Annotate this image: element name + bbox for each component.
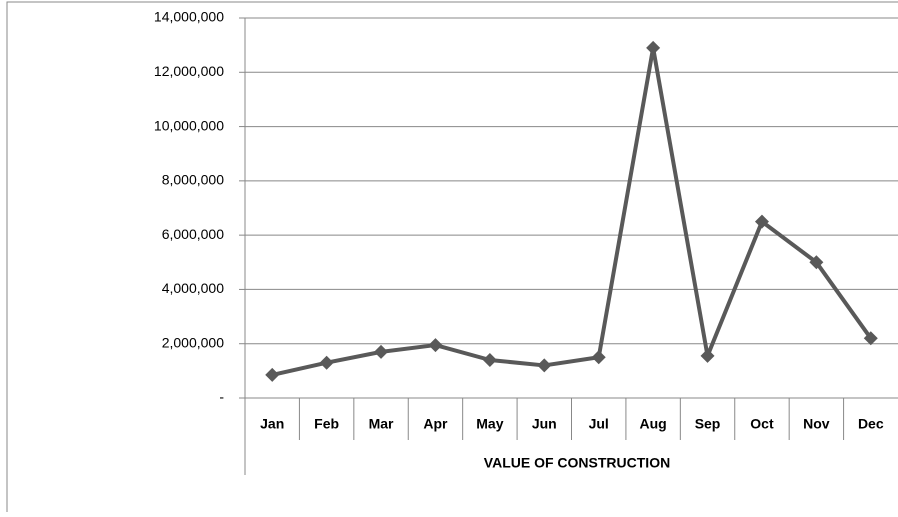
marker — [428, 338, 443, 353]
y-tick-label: - — [219, 389, 224, 405]
x-tick-label: Apr — [423, 416, 448, 432]
y-tick-label: 8,000,000 — [162, 172, 224, 188]
marker — [700, 348, 715, 363]
y-tick-label: 2,000,000 — [162, 334, 224, 350]
y-tick-label: 14,000,000 — [154, 9, 224, 25]
x-tick-label: Mar — [369, 416, 394, 432]
marker — [374, 344, 389, 359]
marker — [809, 255, 824, 270]
y-tick-label: 10,000,000 — [154, 117, 224, 133]
x-tick-label: Oct — [750, 416, 774, 432]
marker — [537, 358, 552, 373]
chart-frame — [6, 1, 898, 517]
x-tick-label: Feb — [314, 416, 339, 432]
y-tick-label: 4,000,000 — [162, 280, 224, 296]
line-series — [271, 45, 873, 377]
x-axis-title: VALUE OF CONSTRUCTION — [484, 455, 670, 471]
marker — [863, 331, 878, 346]
x-tick-label: Jul — [589, 416, 609, 432]
marker — [319, 355, 334, 370]
x-tick-label: Sep — [695, 416, 721, 432]
marker — [591, 350, 606, 365]
x-tick-label: Nov — [803, 416, 830, 432]
marker — [754, 214, 769, 229]
y-tick-label: 12,000,000 — [154, 63, 224, 79]
x-tick-label: Jun — [532, 416, 557, 432]
marker — [482, 353, 497, 367]
x-tick-label: Jan — [260, 416, 284, 432]
marker — [646, 40, 661, 55]
y-tick-label: 6,000,000 — [162, 226, 224, 242]
x-tick-label: Aug — [640, 416, 667, 432]
x-tick-label: May — [476, 416, 503, 432]
marker — [265, 367, 280, 382]
x-tick-label: Dec — [858, 416, 884, 432]
